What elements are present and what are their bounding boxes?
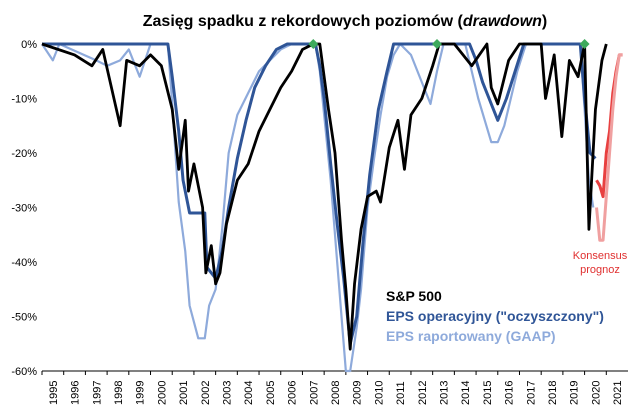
y-tick-label: -40% <box>11 257 37 269</box>
y-tick-label: -30% <box>11 203 37 215</box>
x-tick-label: 2016 <box>504 381 516 405</box>
x-tick-label: 2006 <box>287 381 299 405</box>
x-tick-label: 2017 <box>525 381 537 405</box>
series-line-sp500 <box>41 42 608 351</box>
x-tick-label: 2018 <box>547 381 559 405</box>
marker-layer <box>308 39 590 49</box>
series-layer <box>41 42 623 373</box>
x-tick-label: 1995 <box>48 381 60 405</box>
y-tick-label: -10% <box>11 94 37 106</box>
x-tick-label: 2014 <box>460 381 472 405</box>
x-tick-label: 1998 <box>113 381 125 405</box>
x-tick-label: 2013 <box>439 381 451 405</box>
series-line-consensus <box>595 53 623 242</box>
x-tick-label: 2000 <box>156 381 168 405</box>
legend-eps-operating: EPS operacyjny ("oczyszczony") <box>386 308 604 324</box>
x-tick-label: 2009 <box>352 381 364 405</box>
x-tick-label: 2001 <box>178 381 190 405</box>
consensus-annotation-line2: prognoz <box>580 264 620 276</box>
chart-title: Zasięg spadku z rekordowych poziomów (dr… <box>143 13 548 30</box>
chart-title-emph: drawdown <box>463 13 542 30</box>
consensus-annotation: Konsensus prognoz <box>573 250 628 276</box>
series-line-eps-operating <box>42 42 597 346</box>
x-tick-label: 2008 <box>330 381 342 405</box>
legend-eps-gaap: EPS raportowany (GAAP) <box>386 328 556 344</box>
x-tick-label: 2003 <box>221 381 233 405</box>
y-tick-label: -60% <box>11 366 37 378</box>
y-tick-label: -50% <box>11 312 37 324</box>
y-tick-label: 0% <box>21 39 37 51</box>
x-tick-label: 2007 <box>308 381 320 405</box>
x-tick-label: 2015 <box>482 381 494 405</box>
x-tick-label: 2020 <box>590 381 602 405</box>
x-tick-label: 1999 <box>135 381 147 405</box>
y-tick-label: -20% <box>11 148 37 160</box>
x-tick-label: 2012 <box>417 381 429 405</box>
legend: S&P 500 EPS operacyjny ("oczyszczony") E… <box>386 288 604 344</box>
x-tick-label: 2002 <box>200 381 212 405</box>
consensus-annotation-line1: Konsensus <box>573 250 628 262</box>
x-tick-label: 2004 <box>243 381 255 405</box>
x-tick-label: 2010 <box>373 381 385 405</box>
x-axis-ticks: 1995 1996 1997 1998 1999 2000 2001 2002 2003 2004… <box>41 371 624 405</box>
x-tick-label: 2005 <box>265 381 277 405</box>
x-tick-label: 2021 <box>612 381 624 405</box>
record-high-marker <box>579 39 590 49</box>
record-high-marker <box>432 39 443 49</box>
x-tick-label: 1996 <box>70 381 82 405</box>
record-high-marker <box>308 39 319 49</box>
x-tick-label: 2019 <box>569 381 581 405</box>
x-tick-label: 2011 <box>395 381 407 405</box>
x-tick-label: 1997 <box>91 381 103 405</box>
legend-sp500: S&P 500 <box>386 288 442 304</box>
y-axis-ticks: 0% -10% -20% -30% -40% -50% -60% <box>11 39 37 378</box>
